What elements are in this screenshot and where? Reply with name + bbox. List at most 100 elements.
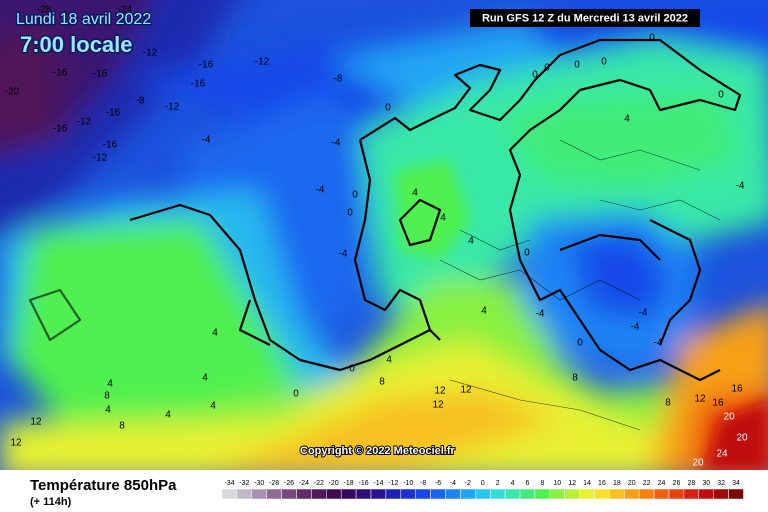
scale-swatch bbox=[326, 488, 342, 500]
forecast-time: 7:00 locale bbox=[20, 32, 133, 57]
contour-label: 20 bbox=[723, 412, 735, 423]
scale-label: 18 bbox=[613, 480, 621, 487]
scale-swatch bbox=[311, 488, 327, 500]
scale-swatch bbox=[281, 488, 297, 500]
contour-label: 12 bbox=[694, 394, 706, 405]
scale-label: 30 bbox=[702, 480, 710, 487]
contour-label: 8 bbox=[379, 377, 385, 388]
copyright: Copyright © 2022 Meteociel.fr bbox=[300, 445, 456, 457]
contour-label: 8 bbox=[665, 398, 671, 409]
contour-label: 0 bbox=[601, 57, 607, 68]
scale-swatch bbox=[594, 488, 610, 500]
contour-label: 0 bbox=[574, 60, 580, 71]
contour-labels: -28 -24 -16 -16 -12 -16 -12 -16 -8 -12 -16 -12 -16 -1… bbox=[5, 5, 748, 469]
contour-label: -12 bbox=[143, 48, 158, 59]
scale-swatch bbox=[713, 488, 729, 500]
contour-label: -16 bbox=[199, 60, 214, 71]
contour-label: 4 bbox=[107, 379, 113, 390]
scale-swatch bbox=[549, 488, 565, 500]
scale-label: -20 bbox=[329, 480, 339, 487]
scale-swatch bbox=[638, 488, 655, 500]
contour-label: -4 bbox=[332, 138, 341, 149]
scale-label: 6 bbox=[525, 480, 529, 487]
contour-label: 0 bbox=[385, 103, 391, 114]
contour-label: 0 bbox=[293, 389, 299, 400]
scale-swatch bbox=[698, 488, 714, 500]
scale-swatch bbox=[609, 488, 625, 500]
contour-label: 20 bbox=[736, 433, 748, 444]
scale-label: -28 bbox=[269, 480, 279, 487]
contour-label: -4 bbox=[316, 185, 325, 196]
scale-label: 8 bbox=[540, 480, 544, 487]
contour-label: 0 bbox=[544, 63, 550, 74]
scale-swatch bbox=[683, 488, 700, 500]
contour-label: 4 bbox=[202, 373, 208, 384]
scale-label: -10 bbox=[403, 480, 413, 487]
borders bbox=[439, 139, 721, 431]
contour-label: -16 bbox=[106, 108, 121, 119]
scale-swatch bbox=[221, 488, 238, 500]
variable-title: Température 850hPa bbox=[30, 477, 177, 494]
scale-swatch bbox=[430, 488, 446, 500]
contour-label: -28 bbox=[37, 5, 52, 16]
contour-label: 4 bbox=[624, 114, 630, 125]
scale-swatch bbox=[534, 488, 551, 500]
contour-label: 12 bbox=[434, 386, 446, 397]
contour-label: 0 bbox=[649, 33, 655, 44]
scale-label: -16 bbox=[358, 480, 368, 487]
scale-swatch bbox=[355, 488, 372, 500]
scale-swatch bbox=[519, 488, 536, 500]
scale-swatch bbox=[653, 488, 670, 500]
scale-swatch bbox=[340, 488, 357, 500]
run-info: Run GFS 12 Z du Mercredi 13 avril 2022 bbox=[482, 12, 688, 24]
scale-label: -14 bbox=[373, 480, 383, 487]
scale-swatch bbox=[251, 488, 267, 500]
contour-label: 0 bbox=[347, 208, 353, 219]
scale-label: -32 bbox=[239, 480, 249, 487]
scale-swatch bbox=[460, 488, 476, 500]
scale-label: 12 bbox=[568, 480, 576, 487]
scale-label: 2 bbox=[496, 480, 500, 487]
contour-label: 0 bbox=[524, 248, 530, 259]
temperature-field: -28 -24 -16 -16 -12 -16 -12 -16 -8 -12 -16 -12 -16 -1… bbox=[0, 0, 768, 470]
scale-label: -12 bbox=[388, 480, 398, 487]
contour-label: 4 bbox=[210, 401, 216, 412]
scale-label: 0 bbox=[481, 480, 485, 487]
contour-label: -4 bbox=[536, 309, 545, 320]
contour-label: -4 bbox=[631, 322, 640, 333]
contour-label: 0 bbox=[577, 338, 583, 349]
run-banner bbox=[470, 9, 700, 27]
contour-label: 12 bbox=[10, 438, 22, 449]
contour-label: 4 bbox=[105, 405, 111, 416]
contour-label: 0 bbox=[349, 364, 355, 375]
scale-swatch bbox=[579, 488, 595, 500]
contour-label: -16 bbox=[191, 79, 206, 90]
scale-label: -6 bbox=[435, 480, 441, 487]
scale-swatch bbox=[445, 488, 461, 500]
scale-swatch bbox=[475, 488, 491, 500]
scale-label: 24 bbox=[658, 480, 666, 487]
scale-swatch bbox=[296, 488, 312, 500]
contour-label: -20 bbox=[5, 87, 20, 98]
scale-swatch bbox=[489, 488, 506, 500]
contour-label: -12 bbox=[93, 153, 108, 164]
scale-label: -34 bbox=[224, 480, 234, 487]
scale-swatch bbox=[624, 488, 640, 500]
contour-label: -8 bbox=[136, 96, 145, 107]
scale-label: -24 bbox=[299, 480, 309, 487]
contour-label: 8 bbox=[104, 391, 110, 402]
contour-label: 0 bbox=[718, 90, 724, 101]
contour-label: 4 bbox=[165, 410, 171, 421]
contour-label: -16 bbox=[53, 68, 68, 79]
scale-swatch bbox=[266, 488, 282, 500]
scale-label: -2 bbox=[465, 480, 471, 487]
scale-label: 10 bbox=[553, 480, 561, 487]
scale-label: 20 bbox=[628, 480, 636, 487]
contour-label: 0 bbox=[352, 190, 358, 201]
scale-label: -22 bbox=[314, 480, 324, 487]
scale-label: -4 bbox=[450, 480, 456, 487]
contour-label: 0 bbox=[532, 70, 538, 81]
lead-time: (+ 114h) bbox=[30, 496, 72, 508]
contour-label: -12 bbox=[255, 57, 270, 68]
